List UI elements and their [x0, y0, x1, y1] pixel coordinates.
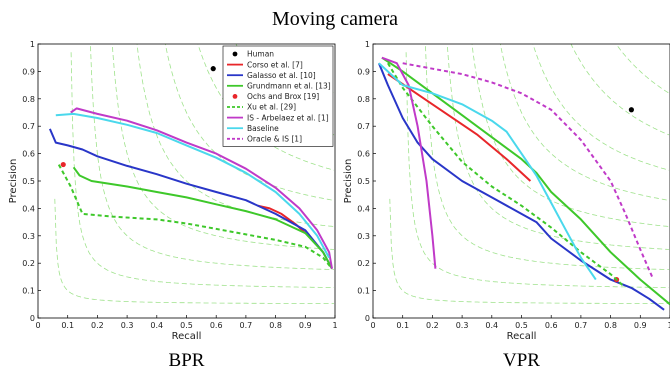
line-is-arbelaez-et-al-1	[70, 107, 333, 269]
line-baseline	[378, 62, 597, 281]
iso-f-curve	[570, 44, 670, 136]
legend-label-is-arbelaez-et-al-1: IS - Arbelaez et al. [1]	[247, 113, 329, 122]
x-tick-label: 1	[667, 321, 670, 330]
x-tick-label: 0.6	[210, 321, 223, 330]
y-tick-label: 0.3	[357, 232, 370, 241]
iso-f-curve	[54, 198, 334, 304]
iso-f-curve	[164, 44, 335, 201]
iso-f-curve	[70, 52, 334, 288]
x-tick-label: 0.7	[575, 321, 588, 330]
chart-panel-bpr: 0 0.1 0.2 0.3 0.4 0.5 0.6 0.7 0.8 0.9 1 0 0.1 0.2 0.3 0…	[8, 40, 338, 371]
chart-caption: BPR	[169, 350, 205, 371]
line-corso-et-al-7	[387, 73, 532, 182]
y-tick-label: 1	[30, 40, 35, 49]
line-is-arbelaez-et-al-1	[381, 56, 437, 269]
legend-swatch-human	[232, 51, 238, 57]
y-tick-label: 0.6	[357, 150, 370, 159]
y-tick-label: 0.7	[22, 122, 35, 131]
iso-f-curve	[405, 52, 669, 288]
y-axis-label: Precision	[343, 159, 354, 204]
legend-swatch-ochs-and-brox-19	[232, 94, 238, 99]
y-tick-label: 0.5	[22, 177, 35, 186]
y-tick-label: 0.7	[357, 122, 370, 131]
iso-f-curve	[615, 44, 670, 94]
y-tick-label: 0.1	[22, 287, 35, 296]
x-tick-label: 0.3	[456, 321, 469, 330]
y-tick-label: 0.4	[22, 204, 35, 213]
iso-f-contours	[54, 44, 335, 304]
marker-ochs-and-brox-19	[60, 161, 66, 168]
x-tick-label: 0.5	[515, 321, 528, 330]
iso-f-curve	[111, 44, 334, 250]
legend-label-ochs-and-brox-19: Ochs and Brox [19]	[247, 92, 319, 101]
x-tick-label: 1	[332, 321, 337, 330]
legend-label-xu-et-al-29: Xu et al. [29]	[247, 103, 296, 112]
x-tick-label: 0.7	[240, 321, 253, 330]
x-tick-label: 0.1	[61, 321, 74, 330]
x-tick-label: 0	[35, 321, 40, 330]
legend-label-oracle-is-1: Oracle & IS [1]	[247, 135, 302, 144]
iso-f-curve	[389, 198, 669, 304]
legend-label-human: Human	[247, 50, 274, 59]
marker-human	[628, 107, 634, 113]
line-baseline	[55, 112, 330, 259]
iso-f-curve	[89, 44, 334, 270]
x-tick-label: 0.2	[426, 321, 439, 330]
iso-f-curve	[446, 44, 669, 250]
y-tick-label: 0.1	[357, 287, 370, 296]
x-tick-label: 0.2	[91, 321, 104, 330]
series-group	[377, 56, 670, 311]
x-tick-label: 0.4	[485, 321, 498, 330]
y-tick-label: 0.8	[357, 95, 370, 104]
line-xu-et-al-29	[387, 62, 624, 286]
chart-panel-vpr: 0 0.1 0.2 0.3 0.4 0.5 0.6 0.7 0.8 0.9 1 0 0.1 0.2 0.3 0…	[343, 40, 670, 371]
iso-f-curve	[471, 44, 670, 227]
chart-caption: VPR	[503, 350, 540, 371]
y-tick-label: 0.4	[357, 204, 370, 213]
x-axis-label: Recall	[172, 331, 202, 342]
legend-box	[222, 45, 334, 147]
iso-f-contours	[389, 44, 670, 304]
line-galasso-et-al-10	[48, 128, 333, 270]
y-tick-label: 0	[30, 314, 35, 323]
y-tick-label: 0	[365, 314, 370, 323]
x-tick-label: 0.5	[180, 321, 193, 330]
legend-label-corso-et-al-7: Corso et al. [7]	[247, 60, 303, 69]
legend-label-grundmann-et-al-13: Grundmann et al. [13]	[247, 82, 331, 91]
y-tick-label: 0.2	[357, 259, 370, 268]
line-oracle-is-1	[402, 62, 654, 278]
series-group	[48, 66, 333, 270]
x-axis-label: Recall	[507, 331, 537, 342]
line-xu-et-al-29	[57, 164, 333, 270]
y-tick-label: 0.3	[22, 232, 35, 241]
y-tick-label: 0.5	[357, 177, 370, 186]
y-tick-label: 0.6	[22, 150, 35, 159]
x-tick-label: 0.6	[545, 321, 558, 330]
x-tick-label: 0	[370, 321, 375, 330]
y-tick-label: 0.8	[22, 95, 35, 104]
y-tick-label: 0.2	[22, 259, 35, 268]
iso-f-curve	[136, 44, 335, 227]
y-tick-label: 1	[365, 40, 370, 49]
line-galasso-et-al-10	[377, 62, 665, 311]
x-tick-label: 0.1	[396, 321, 409, 330]
line-grundmann-et-al-13	[72, 166, 333, 270]
figure-title: Moving camera	[271, 8, 399, 30]
legend-label-baseline: Baseline	[247, 124, 279, 133]
y-tick-label: 0.9	[22, 67, 35, 76]
iso-f-curve	[499, 44, 670, 201]
x-tick-label: 0.9	[634, 321, 647, 330]
legend-label-galasso-et-al-10: Galasso et al. [10]	[247, 71, 316, 80]
y-axis-label: Precision	[8, 159, 19, 204]
marker-human	[210, 66, 216, 72]
x-tick-label: 0.8	[604, 321, 617, 330]
y-tick-label: 0.9	[357, 67, 370, 76]
x-tick-label: 0.4	[150, 321, 163, 330]
x-tick-label: 0.3	[121, 321, 134, 330]
x-tick-label: 0.8	[269, 321, 282, 330]
x-tick-label: 0.9	[299, 321, 312, 330]
